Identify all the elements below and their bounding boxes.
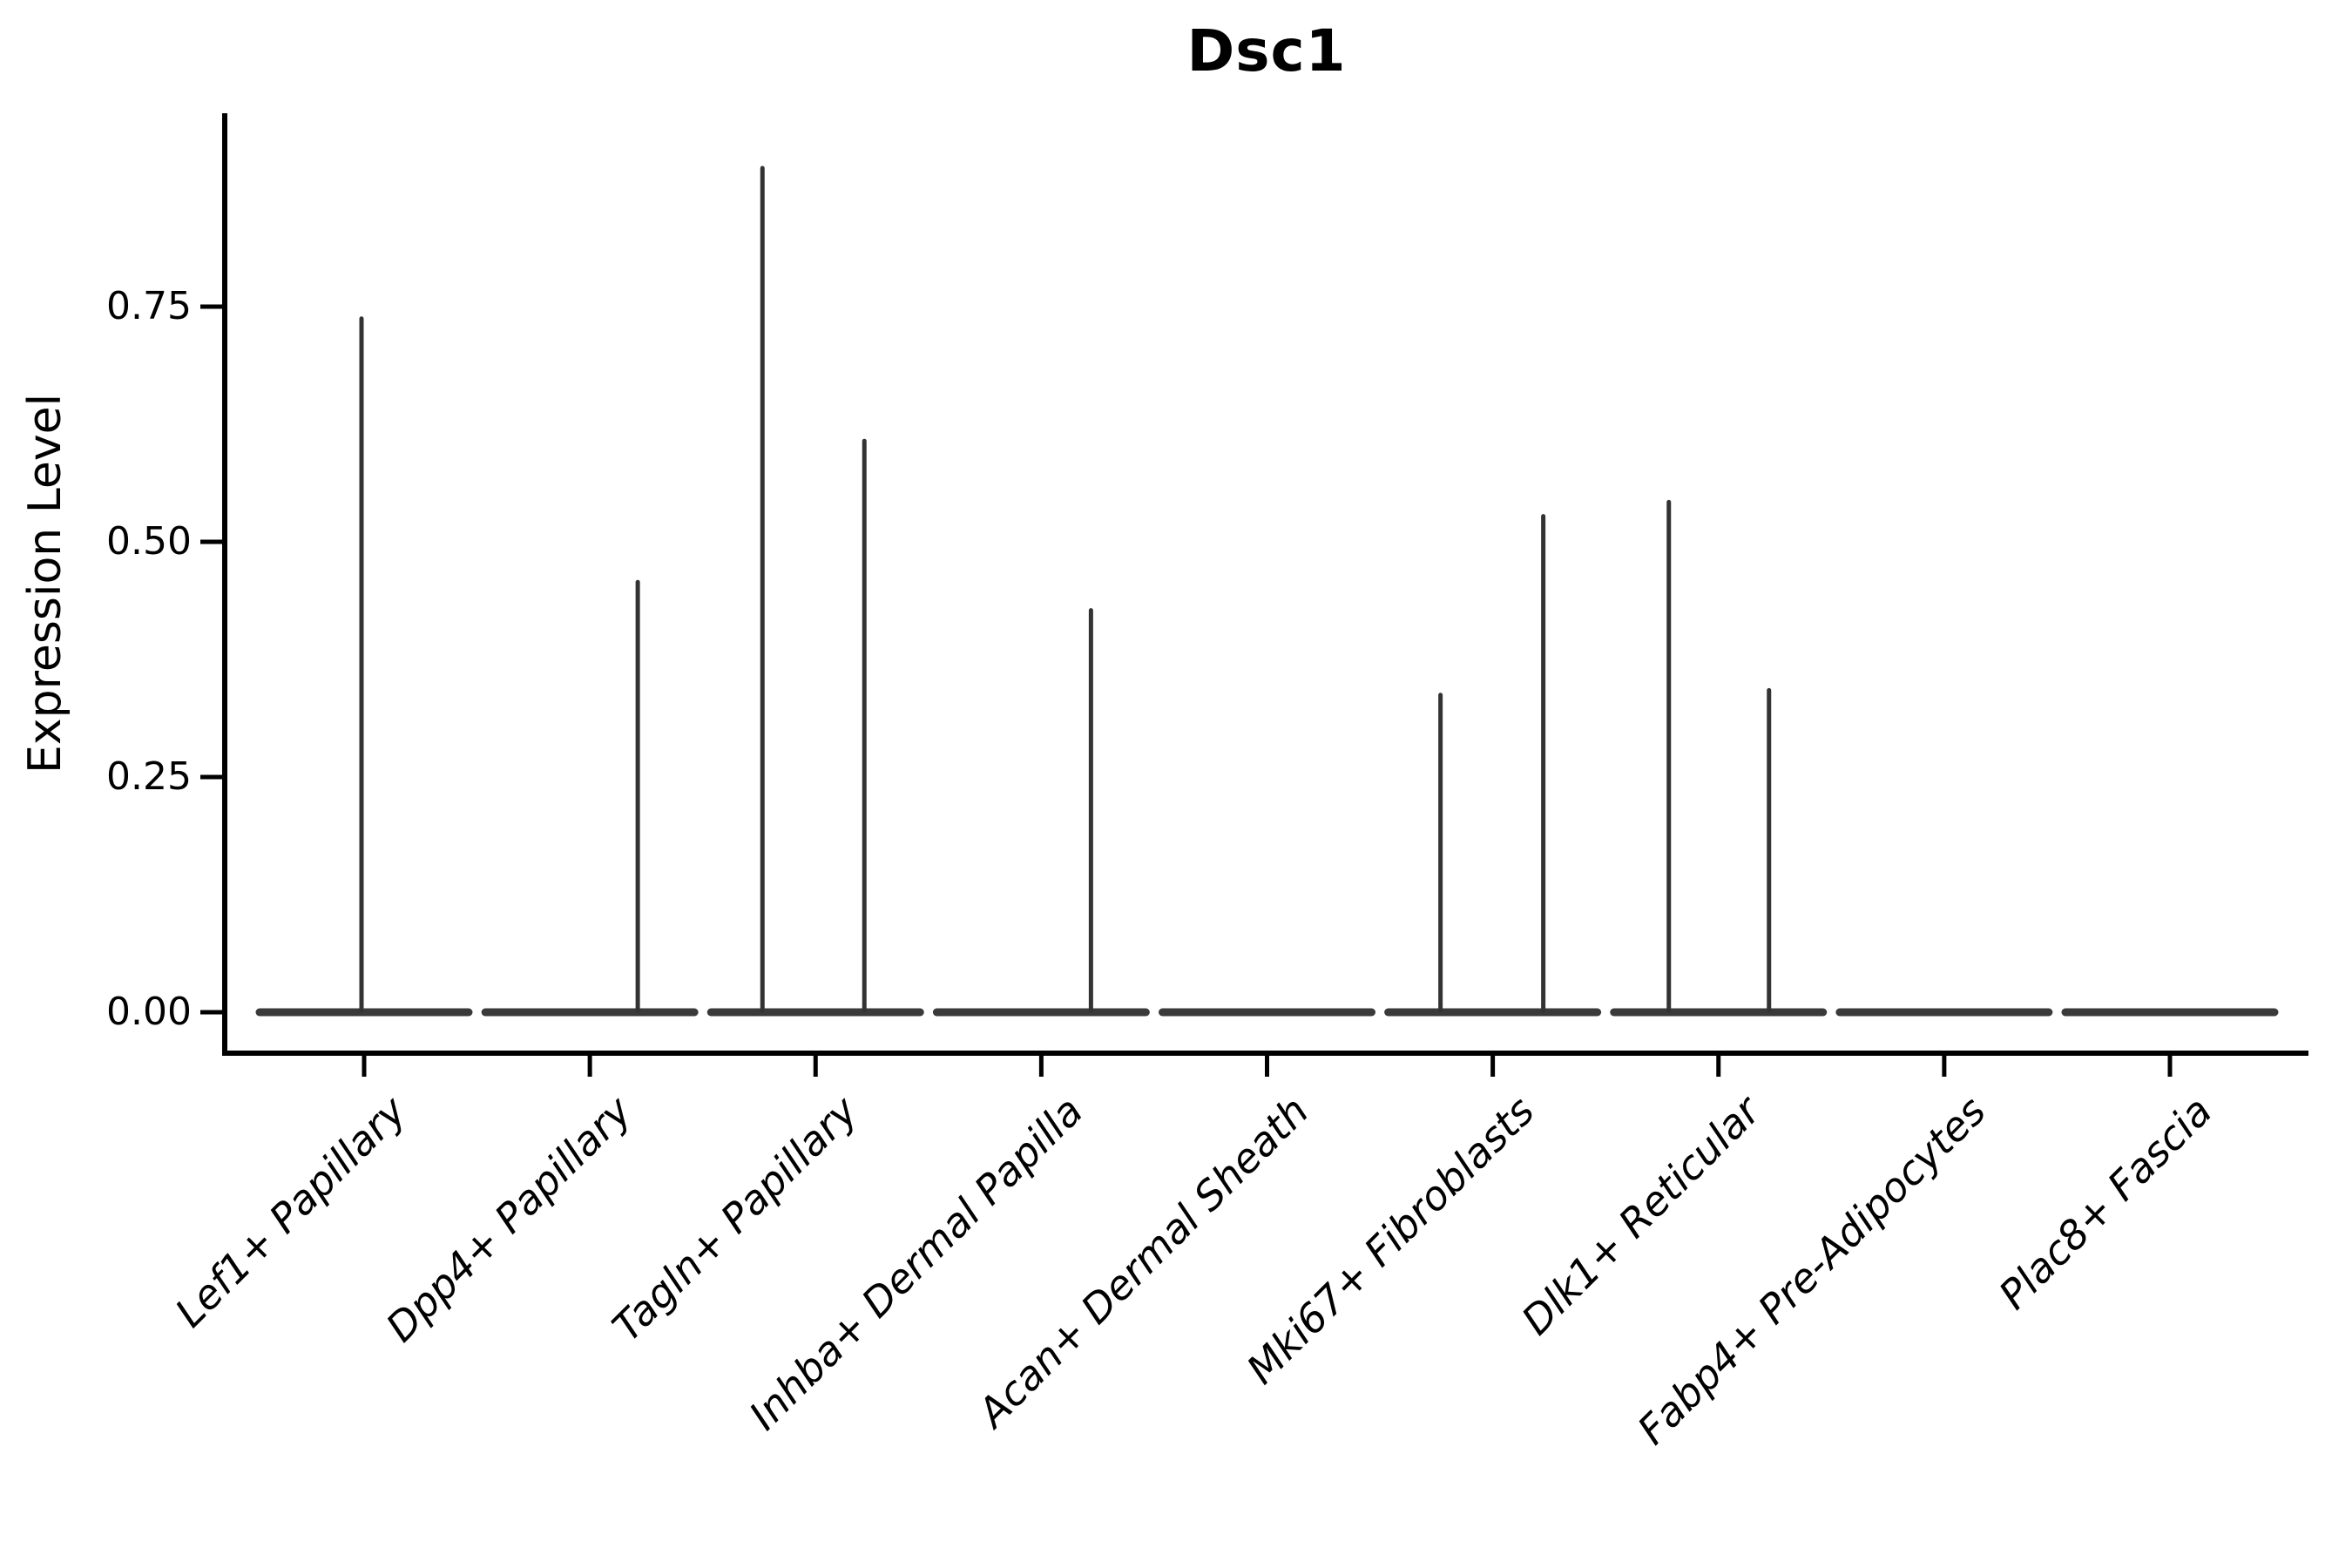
y-tick-label: 0.25	[106, 754, 192, 799]
y-tick-label: 0.50	[106, 519, 192, 564]
y-tick-label: 0.00	[106, 990, 192, 1034]
y-tick-label: 0.75	[106, 284, 192, 328]
chart-title: Dsc1	[1186, 17, 1347, 84]
